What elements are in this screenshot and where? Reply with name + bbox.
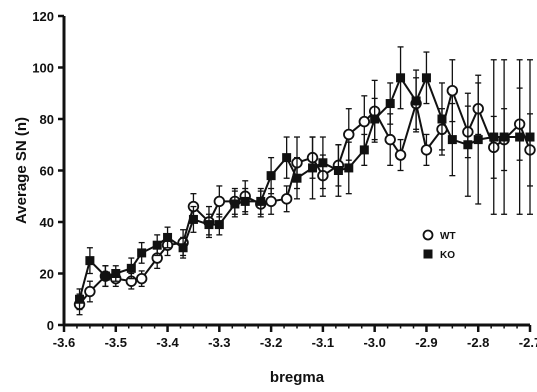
y-tick-label: 60 [40,164,54,179]
legend: WT KO [422,229,456,261]
data-point [411,96,421,106]
data-point [308,163,318,173]
data-point [240,196,250,206]
x-tick-label: -2.7 [519,335,537,350]
data-point [359,145,369,155]
data-point [396,73,406,83]
data-point [282,153,292,163]
legend-label: KO [440,250,455,261]
x-tick-label: -3.3 [208,335,230,350]
data-point [178,243,188,253]
x-tick-label: -3.6 [53,335,75,350]
y-tick-label: 40 [40,215,54,230]
data-point [463,140,473,150]
data-point [515,132,525,142]
data-point [358,115,371,128]
data-point [75,294,85,304]
data-point [214,220,224,230]
data-point [266,171,276,181]
data-point [499,132,509,142]
data-point [473,135,483,145]
legend-marker [423,249,433,259]
data-point [256,196,266,206]
x-tick-label: -3.4 [156,335,179,350]
y-tick-label: 100 [32,61,54,76]
data-point [437,114,447,124]
data-point [188,214,198,224]
data-point [280,193,293,205]
x-tick-label: -3.0 [363,335,385,350]
data-point [137,248,147,258]
data-point [152,240,162,250]
data-point [292,173,302,183]
data-point [333,166,343,175]
y-tick-label: 20 [40,267,54,282]
data-point [204,220,214,230]
data-point [100,271,110,281]
data-point [126,263,136,273]
x-tick-label: -2.8 [467,335,489,350]
data-point [318,158,328,168]
y-axis-title: Average SN (n) [13,117,30,224]
data-point [265,195,277,208]
data-point [111,269,121,278]
x-tick-label: -3.1 [312,335,334,350]
legend-label: WT [440,231,456,242]
x-tick-label: -2.9 [415,335,437,350]
x-tick-label: -3.2 [260,335,282,350]
data-point [420,144,433,156]
data-point [230,199,240,209]
data-point [384,133,396,146]
data-point [421,73,431,83]
series-line [78,75,530,300]
data-point [525,132,535,142]
data-point [343,128,355,141]
data-point [489,132,499,142]
data-point [446,84,459,97]
series-line [78,87,531,306]
series-ko [75,46,535,311]
plot-area [73,46,536,316]
x-tick-label: -3.5 [105,335,127,350]
legend-marker [422,229,434,241]
data-point [84,285,96,298]
data-point [447,135,457,145]
y-tick-label: 0 [47,318,54,333]
axes: 0 20 40 60 80 100 120 -3.6 -3.5 -3.4 -3.3 -3.2 -3.1 -… [32,9,537,350]
data-point [370,114,380,124]
data-point [394,149,407,161]
data-point [163,232,173,242]
data-point [135,272,148,285]
x-axis-title: bregma [270,369,325,386]
data-point [385,99,395,109]
series-wt [73,59,536,316]
data-point [85,256,95,266]
data-point [213,195,226,208]
data-point [344,163,354,173]
y-tick-label: 80 [40,112,54,127]
y-tick-label: 120 [32,9,54,24]
